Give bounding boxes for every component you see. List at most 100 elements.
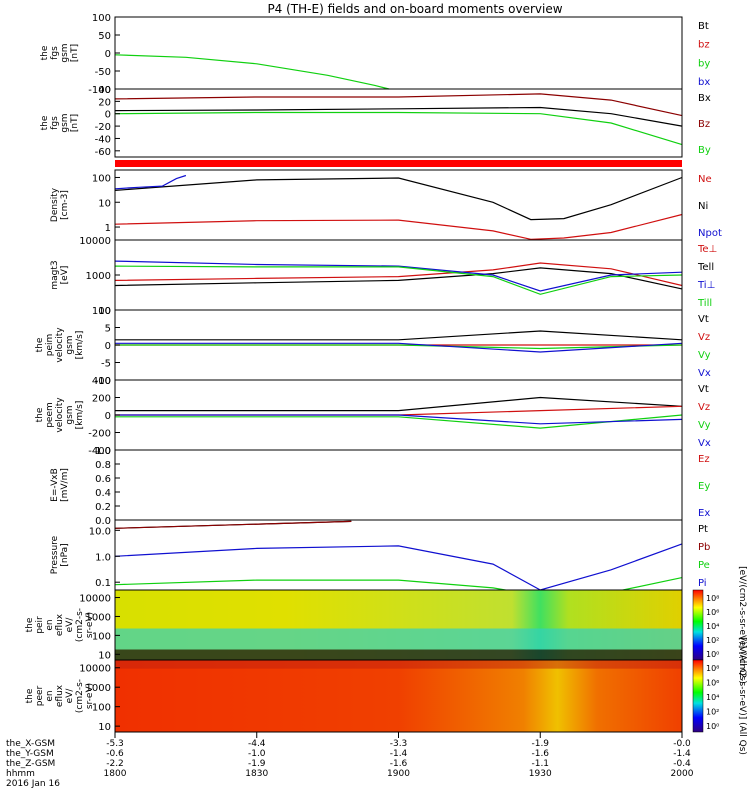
y-tick-label: -20 [95, 122, 111, 133]
time-axis-value: -1.9 [531, 739, 549, 749]
y-axis-label: (cm2-s- [75, 608, 85, 642]
y-tick-label: -50 [95, 67, 111, 78]
y-tick-label: 100 [92, 703, 111, 714]
legend-bz: bz [698, 40, 710, 51]
legend-Tell: Tell [697, 262, 714, 273]
time-axis-value: -1.4 [673, 749, 691, 759]
legend-Vx: Vx [698, 368, 711, 379]
legend-Pi: Pi [698, 578, 707, 589]
y-tick-label: 400 [92, 376, 111, 387]
time-axis-value: 1930 [529, 769, 552, 779]
y-axis-label: peem [45, 402, 55, 428]
legend-Bt: Bt [698, 21, 709, 32]
panel-5: Vt Vz Vy Vx 10 5 0 -5 -10 the peim velocity gsm [km/s… [35, 306, 711, 387]
panel-6: Vt Vz Vy Vx 400 200 0 -200 -400 the peem velocity gs… [35, 376, 711, 457]
colorbar-label: [eV/(cm2-s-sr-eV)] (All Qs) [737, 637, 747, 755]
legend-Ex: Ex [698, 508, 710, 519]
y-axis-label: gsm [60, 43, 70, 62]
y-axis-label: sr-eV) [85, 683, 95, 709]
colorbar-bar [692, 659, 704, 733]
state-strip [115, 160, 682, 167]
series-Bx-line [114, 106, 683, 127]
colorbar-bar [692, 589, 704, 661]
y-axis-label: eflux [55, 613, 65, 636]
y-axis-label: [nPa] [60, 543, 70, 566]
series-Pb-line [114, 520, 352, 529]
y-axis-label: [cm-3] [60, 190, 70, 220]
y-tick-label: 40 [98, 85, 111, 96]
time-axis-value: -4.4 [248, 739, 266, 749]
y-tick-label: 0.2 [95, 502, 111, 513]
legend-Vy: Vy [698, 420, 711, 431]
panel-7: Ez Ey Ex 1.0 0.8 0.6 0.4 0.2 0.0 E=-VxB [mV/m] [50, 446, 710, 527]
y-tick-label: 0.1 [95, 578, 111, 589]
legend-Bz: Bz [698, 119, 710, 130]
series-Ne-line [114, 213, 683, 240]
y-axis-label: peer [35, 685, 45, 706]
panel-frame [114, 239, 683, 311]
colorbar-tick: 10⁸ [706, 664, 719, 673]
y-tick-label: 50 [98, 31, 111, 42]
time-axis-value: -1.6 [390, 759, 408, 769]
legend-Vy: Vy [698, 350, 711, 361]
series-Vt-line [115, 396, 683, 412]
y-axis-label: eflux [55, 684, 65, 707]
y-axis-label: fgs [50, 46, 60, 60]
legend-Ez: Ez [698, 454, 710, 465]
panel-frame [114, 88, 683, 158]
y-axis-label: the [35, 407, 45, 422]
legend-By: By [698, 145, 711, 156]
colorbar-tick: 10⁶ [706, 608, 719, 617]
y-axis-label: Pressure [50, 535, 60, 574]
y-axis-label: the [25, 688, 35, 703]
legend-by: by [698, 58, 710, 69]
y-tick-label: 0.8 [95, 460, 111, 471]
spectrogram [115, 660, 682, 732]
y-tick-label: 100 [92, 13, 111, 24]
series-Ni-line [114, 176, 683, 221]
y-axis-label: [nT] [70, 114, 80, 132]
time-axis-value: -1.4 [390, 749, 408, 759]
legend-Ti⊥: Ti⊥ [697, 280, 715, 291]
legend-Te⊥: Te⊥ [697, 244, 717, 255]
panel-4: Te⊥ Tell Ti⊥ Till 10000 1000 100 magt3 [eV] [50, 236, 717, 317]
time-axis-value: -1.0 [248, 749, 266, 759]
time-axis-row-label: hhmm [6, 769, 35, 779]
colorbar-label: [eV/(cm2-s-sr-eV)] (All Qs) [737, 566, 747, 684]
y-tick-label: -400 [88, 446, 111, 457]
y-axis-label: eV/ [65, 617, 75, 633]
time-axis-value: -0.6 [106, 749, 124, 759]
y-tick-label: 100 [92, 631, 111, 642]
colorbar-tick: 10⁶ [706, 679, 719, 688]
y-tick-label: 0.4 [95, 488, 111, 499]
legend-Vz: Vz [698, 332, 710, 343]
y-tick-label: 1000 [86, 271, 111, 282]
y-tick-label: -200 [88, 429, 111, 440]
time-axis-value: 1830 [245, 769, 268, 779]
legend-Pt: Pt [698, 524, 708, 535]
time-axis-value: -2.2 [106, 759, 124, 769]
y-axis-label: Density [50, 187, 60, 222]
y-axis-label: gsm [60, 113, 70, 132]
colorbar: 10⁸ 10⁶ 10⁴ 10² 10⁰ [eV/(cm2-s-sr-eV)] (All Q… [692, 637, 747, 755]
y-axis-label: gsm [65, 405, 75, 424]
panel-3: Ne Ni Npot 100 10 1 Density [cm-3] [50, 169, 722, 241]
y-tick-label: 10 [98, 306, 111, 317]
time-axis-value: 1900 [387, 769, 410, 779]
y-axis-label: sr-eV) [85, 612, 95, 638]
time-axis-row-label: the_Z-GSM [6, 759, 55, 769]
spectrogram-band-high [115, 660, 682, 669]
colorbar-tick: 10⁸ [706, 594, 719, 603]
spectrogram-band [115, 628, 682, 650]
series-Vy-line [115, 344, 683, 350]
legend-bx: bx [698, 77, 710, 88]
colorbar-tick: 10² [706, 636, 719, 645]
spectrogram-band-low [115, 649, 682, 660]
y-axis-label: velocity [55, 327, 65, 363]
y-tick-label: 10000 [79, 594, 111, 605]
legend-Pe: Pe [698, 560, 710, 571]
date-label: 2016 Jan 16 [6, 779, 60, 789]
series-By-line [114, 111, 683, 146]
y-tick-label: 0 [105, 49, 111, 60]
